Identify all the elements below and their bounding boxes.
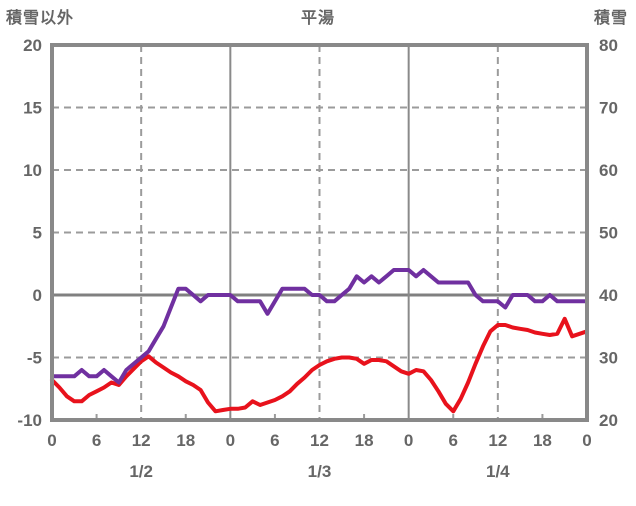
right-axis-tick-label: 70 xyxy=(599,99,618,118)
x-axis-hour-label: 18 xyxy=(176,431,195,450)
left-axis-tick-label: -10 xyxy=(17,411,42,430)
x-axis-hour-label: 18 xyxy=(355,431,374,450)
left-axis-tick-label: 10 xyxy=(23,161,42,180)
x-axis-hour-label: 6 xyxy=(270,431,279,450)
left-axis-title: 積雪以外 xyxy=(6,10,75,27)
x-axis-hour-label: 0 xyxy=(226,431,235,450)
right-axis-tick-label: 30 xyxy=(599,349,618,368)
series-line-purple xyxy=(50,268,589,385)
x-axis-hour-label: 12 xyxy=(310,431,329,450)
x-axis-date-label: 1/2 xyxy=(129,462,153,481)
x-axis-hour-label: 18 xyxy=(533,431,552,450)
left-axis-tick-label: 0 xyxy=(33,286,42,305)
x-axis-hour-label: 0 xyxy=(47,431,56,450)
x-axis-hour-label: 0 xyxy=(582,431,591,450)
right-axis-tick-label: 20 xyxy=(599,411,618,430)
x-axis-hour-label: 12 xyxy=(488,431,507,450)
x-axis-hour-label: 12 xyxy=(132,431,151,450)
right-axis-title: 積雪 xyxy=(593,10,628,27)
right-axis-tick-label: 50 xyxy=(599,224,618,243)
x-axis-hour-label: 6 xyxy=(449,431,458,450)
x-axis-date-label: 1/4 xyxy=(486,462,510,481)
right-axis-tick-label: 60 xyxy=(599,161,618,180)
left-axis-tick-label: -5 xyxy=(27,349,42,368)
left-axis-tick-label: 5 xyxy=(33,224,42,243)
x-axis-hour-label: 6 xyxy=(92,431,101,450)
series-line-red xyxy=(50,316,589,414)
right-axis-tick-label: 40 xyxy=(599,286,618,305)
x-axis-hour-label: 0 xyxy=(404,431,413,450)
chart-title: 平湯 xyxy=(300,10,335,27)
left-axis-tick-label: 15 xyxy=(23,99,42,118)
right-axis-tick-label: 80 xyxy=(599,36,618,55)
left-axis-tick-label: 20 xyxy=(23,36,42,55)
x-axis-date-label: 1/3 xyxy=(308,462,332,481)
plot-border xyxy=(50,43,589,422)
